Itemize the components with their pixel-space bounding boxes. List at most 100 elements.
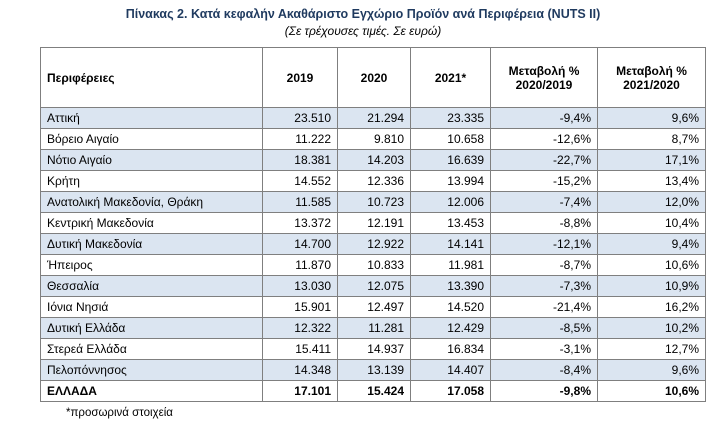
cell: -9,4% [490,107,598,129]
data-row: Ιόνια Νησιά 15.901 12.497 14.520 -21,4% 16,2% [40,296,706,318]
cell: 17.058 [410,380,491,402]
data-row: Βόρειο Αιγαίο 11.222 9.810 10.658 -12,6% 8,7% [40,128,706,150]
data-row: Πελοπόννησος 14.348 13.139 14.407 -8,4% 9,6% [40,359,706,381]
header-text: 2021/2020 [623,77,680,92]
cell: 13,4% [597,170,706,192]
cell: 10.723 [337,191,411,213]
cell: Ήπειρος [40,254,263,276]
header-cell: Μεταβολή % 2020/2019 [490,47,598,108]
footnote: *προσωρινά στοιχεία [66,407,173,419]
cell: 11.870 [262,254,338,276]
cell: 13.453 [410,212,491,234]
data-row: Κεντρική Μακεδονία 13.372 12.191 13.453 -8,8… [40,212,706,234]
cell: 16.639 [410,149,491,171]
cell: -3,1% [490,338,598,360]
title: Πίνακας 2. Κατά κεφαλήν Ακαθάριστο Εγχώρ… [125,7,601,21]
data-row: Ανατολική Μακεδονία, Θράκη 11.585 10.723 12… [40,191,706,213]
cell: 8,7% [597,128,706,150]
cell: Πελοπόννησος [40,359,263,381]
header-text: 2020 [360,70,388,85]
cell: 14.520 [410,296,491,318]
cell: 14.348 [262,359,338,381]
cell: Ανατολική Μακεδονία, Θράκη [40,191,263,213]
cell: 14.407 [410,359,491,381]
cell: 14.937 [337,338,411,360]
cell: -8,5% [490,317,598,339]
cell: -7,4% [490,191,598,213]
cell: -8,8% [490,212,598,234]
cell: Αττική [40,107,263,129]
cell: 10.833 [337,254,411,276]
data-row: Ήπειρος 11.870 10.833 11.981 -8,7% 10,6% [40,254,706,276]
cell: 23.335 [410,107,491,129]
cell: 12.322 [262,317,338,339]
cell: Στερεά Ελλάδα [40,338,263,360]
header-cell: Μεταβολή % 2021/2020 [597,47,706,108]
cell: 14.203 [337,149,411,171]
header-text: Περιφέρειες [47,70,115,85]
header-cell: 2020 [337,47,411,108]
cell: 13.030 [262,275,338,297]
cell: 9,6% [597,107,706,129]
cell: 11.281 [337,317,411,339]
cell: -22,7% [490,149,598,171]
cell: Δυτική Μακεδονία [40,233,263,255]
cell: 14.552 [262,170,338,192]
cell: 12,7% [597,338,706,360]
cell: 9,6% [597,359,706,381]
cell: 12.497 [337,296,411,318]
cell: 10,4% [597,212,706,234]
cell: 15.424 [337,380,411,402]
header-cell: 2021* [410,47,491,108]
cell: 12,0% [597,191,706,213]
cell: 13.390 [410,275,491,297]
cell: 15.901 [262,296,338,318]
cell: -8,4% [490,359,598,381]
cell: 15.411 [262,338,338,360]
data-row: Δυτική Μακεδονία 14.700 12.922 14.141 -12,1%… [40,233,706,255]
cell: 23.510 [262,107,338,129]
header-text: Μεταβολή % [616,63,687,78]
data-row: Κρήτη 14.552 12.336 13.994 -15,2% 13,4% [40,170,706,192]
data-row: Αττική 23.510 21.294 23.335 -9,4% 9,6% [40,107,706,129]
data-row: Δυτική Ελλάδα 12.322 11.281 12.429 -8,5% 10,2… [40,317,706,339]
cell: ΕΛΛΑΔΑ [40,380,263,402]
cell: 13.139 [337,359,411,381]
cell: 14.141 [410,233,491,255]
cell: 10,2% [597,317,706,339]
cell: Κρήτη [40,170,263,192]
cell: 11.222 [262,128,338,150]
cell: 17.101 [262,380,338,402]
cell: 16,2% [597,296,706,318]
cell: 12.336 [337,170,411,192]
cell: 9.810 [337,128,411,150]
cell: 10,6% [597,380,706,402]
cell: -12,1% [490,233,598,255]
cell: 16.834 [410,338,491,360]
cell: -9,8% [490,380,598,402]
cell: 12.922 [337,233,411,255]
cell: 13.372 [262,212,338,234]
data-row: Νότιο Αιγαίο 18.381 14.203 16.639 -22,7% 17,1… [40,149,706,171]
cell: 10.658 [410,128,491,150]
header-text: 2020/2019 [515,77,573,92]
cell: 14.700 [262,233,338,255]
cell: Βόρειο Αιγαίο [40,128,263,150]
subtitle: (Σε τρέχουσες τιμές. Σε ευρώ) [284,24,442,38]
cell: -21,4% [490,296,598,318]
header-text: 2021* [434,70,467,85]
cell: 11.585 [262,191,338,213]
cell: Νότιο Αιγαίο [40,149,263,171]
header-cell: Περιφέρειες [40,47,263,108]
cell: -12,6% [490,128,598,150]
cell: 12.191 [337,212,411,234]
cell: 10,6% [597,254,706,276]
gdp-table: Περιφέρειες 2019 2020 2021* Μεταβολή % 2020/2… [40,47,706,402]
cell: Κεντρική Μακεδονία [40,212,263,234]
cell: Ιόνια Νησιά [40,296,263,318]
header-text: Μεταβολή % [508,63,580,78]
data-row: Στερεά Ελλάδα 15.411 14.937 16.834 -3,1% 12,7… [40,338,706,360]
header-cell: 2019 [262,47,338,108]
header-text: 2019 [286,70,314,85]
